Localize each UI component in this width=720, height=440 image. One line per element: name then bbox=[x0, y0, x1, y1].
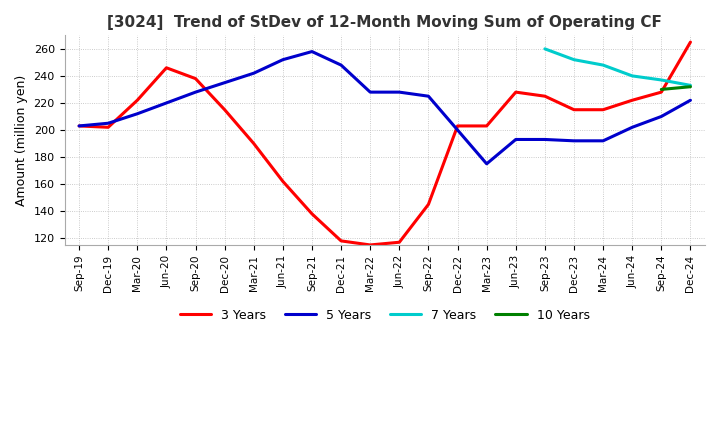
5 Years bbox=[599, 138, 608, 143]
3 Years bbox=[104, 125, 112, 130]
10 Years bbox=[657, 87, 666, 92]
5 Years bbox=[279, 57, 287, 62]
5 Years bbox=[192, 89, 200, 95]
5 Years bbox=[686, 98, 695, 103]
3 Years bbox=[628, 98, 636, 103]
Line: 10 Years: 10 Years bbox=[662, 87, 690, 89]
3 Years bbox=[162, 65, 171, 70]
5 Years bbox=[220, 80, 229, 85]
5 Years bbox=[570, 138, 578, 143]
3 Years bbox=[424, 202, 433, 207]
5 Years bbox=[453, 127, 462, 132]
10 Years bbox=[686, 84, 695, 89]
5 Years bbox=[75, 123, 84, 128]
3 Years bbox=[249, 141, 258, 146]
5 Years bbox=[424, 94, 433, 99]
3 Years bbox=[657, 89, 666, 95]
7 Years bbox=[657, 77, 666, 83]
5 Years bbox=[657, 114, 666, 119]
3 Years bbox=[220, 107, 229, 112]
3 Years bbox=[570, 107, 578, 112]
5 Years bbox=[541, 137, 549, 142]
5 Years bbox=[162, 100, 171, 106]
3 Years bbox=[279, 179, 287, 184]
5 Years bbox=[628, 125, 636, 130]
5 Years bbox=[482, 161, 491, 166]
3 Years bbox=[541, 94, 549, 99]
3 Years bbox=[511, 89, 520, 95]
3 Years bbox=[686, 40, 695, 45]
5 Years bbox=[249, 70, 258, 76]
3 Years bbox=[366, 242, 374, 248]
7 Years bbox=[686, 83, 695, 88]
3 Years bbox=[337, 238, 346, 243]
7 Years bbox=[570, 57, 578, 62]
5 Years bbox=[366, 89, 374, 95]
5 Years bbox=[307, 49, 316, 54]
3 Years bbox=[599, 107, 608, 112]
3 Years bbox=[482, 123, 491, 128]
Line: 3 Years: 3 Years bbox=[79, 42, 690, 245]
Legend: 3 Years, 5 Years, 7 Years, 10 Years: 3 Years, 5 Years, 7 Years, 10 Years bbox=[175, 304, 595, 327]
5 Years bbox=[395, 89, 404, 95]
3 Years bbox=[133, 98, 142, 103]
5 Years bbox=[511, 137, 520, 142]
7 Years bbox=[599, 62, 608, 68]
3 Years bbox=[307, 211, 316, 216]
Title: [3024]  Trend of StDev of 12-Month Moving Sum of Operating CF: [3024] Trend of StDev of 12-Month Moving… bbox=[107, 15, 662, 30]
Y-axis label: Amount (million yen): Amount (million yen) bbox=[15, 74, 28, 206]
5 Years bbox=[133, 111, 142, 117]
3 Years bbox=[192, 76, 200, 81]
3 Years bbox=[453, 123, 462, 128]
7 Years bbox=[541, 46, 549, 51]
5 Years bbox=[337, 62, 346, 68]
3 Years bbox=[75, 123, 84, 128]
7 Years bbox=[628, 73, 636, 79]
3 Years bbox=[395, 240, 404, 245]
Line: 5 Years: 5 Years bbox=[79, 51, 690, 164]
Line: 7 Years: 7 Years bbox=[545, 49, 690, 85]
5 Years bbox=[104, 121, 112, 126]
